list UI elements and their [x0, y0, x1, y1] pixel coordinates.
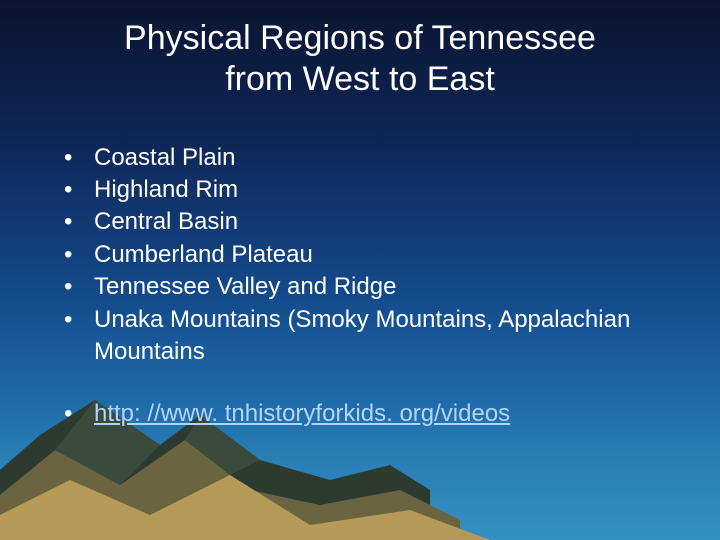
- bullet-text: Tennessee Valley and Ridge: [94, 273, 396, 300]
- list-item: Cumberland Plateau: [64, 239, 670, 271]
- spacer: [50, 368, 670, 398]
- bullet-text: Unaka Mountains (Smoky Mountains, Appala…: [94, 306, 630, 365]
- title-line-2: from West to East: [225, 60, 495, 98]
- link-list: http: //www. tnhistoryforkids. org/video…: [50, 398, 670, 430]
- title-line-1: Physical Regions of Tennessee: [124, 19, 596, 57]
- list-item: Highland Rim: [64, 174, 670, 206]
- bullet-list: Coastal Plain Highland Rim Central Basin…: [50, 142, 670, 369]
- list-item: http: //www. tnhistoryforkids. org/video…: [64, 398, 670, 430]
- slide-content: Physical Regions of Tennessee from West …: [0, 0, 720, 431]
- list-item: Central Basin: [64, 206, 670, 238]
- slide-title: Physical Regions of Tennessee from West …: [50, 18, 670, 100]
- bullet-text: Coastal Plain: [94, 144, 235, 171]
- list-item: Coastal Plain: [64, 142, 670, 174]
- slide: Physical Regions of Tennessee from West …: [0, 0, 720, 540]
- list-item: Unaka Mountains (Smoky Mountains, Appala…: [64, 304, 670, 369]
- list-item: Tennessee Valley and Ridge: [64, 271, 670, 303]
- bullet-text: Highland Rim: [94, 176, 238, 203]
- bullet-text: Central Basin: [94, 208, 238, 235]
- video-link[interactable]: http: //www. tnhistoryforkids. org/video…: [94, 400, 510, 427]
- bullet-text: Cumberland Plateau: [94, 241, 313, 268]
